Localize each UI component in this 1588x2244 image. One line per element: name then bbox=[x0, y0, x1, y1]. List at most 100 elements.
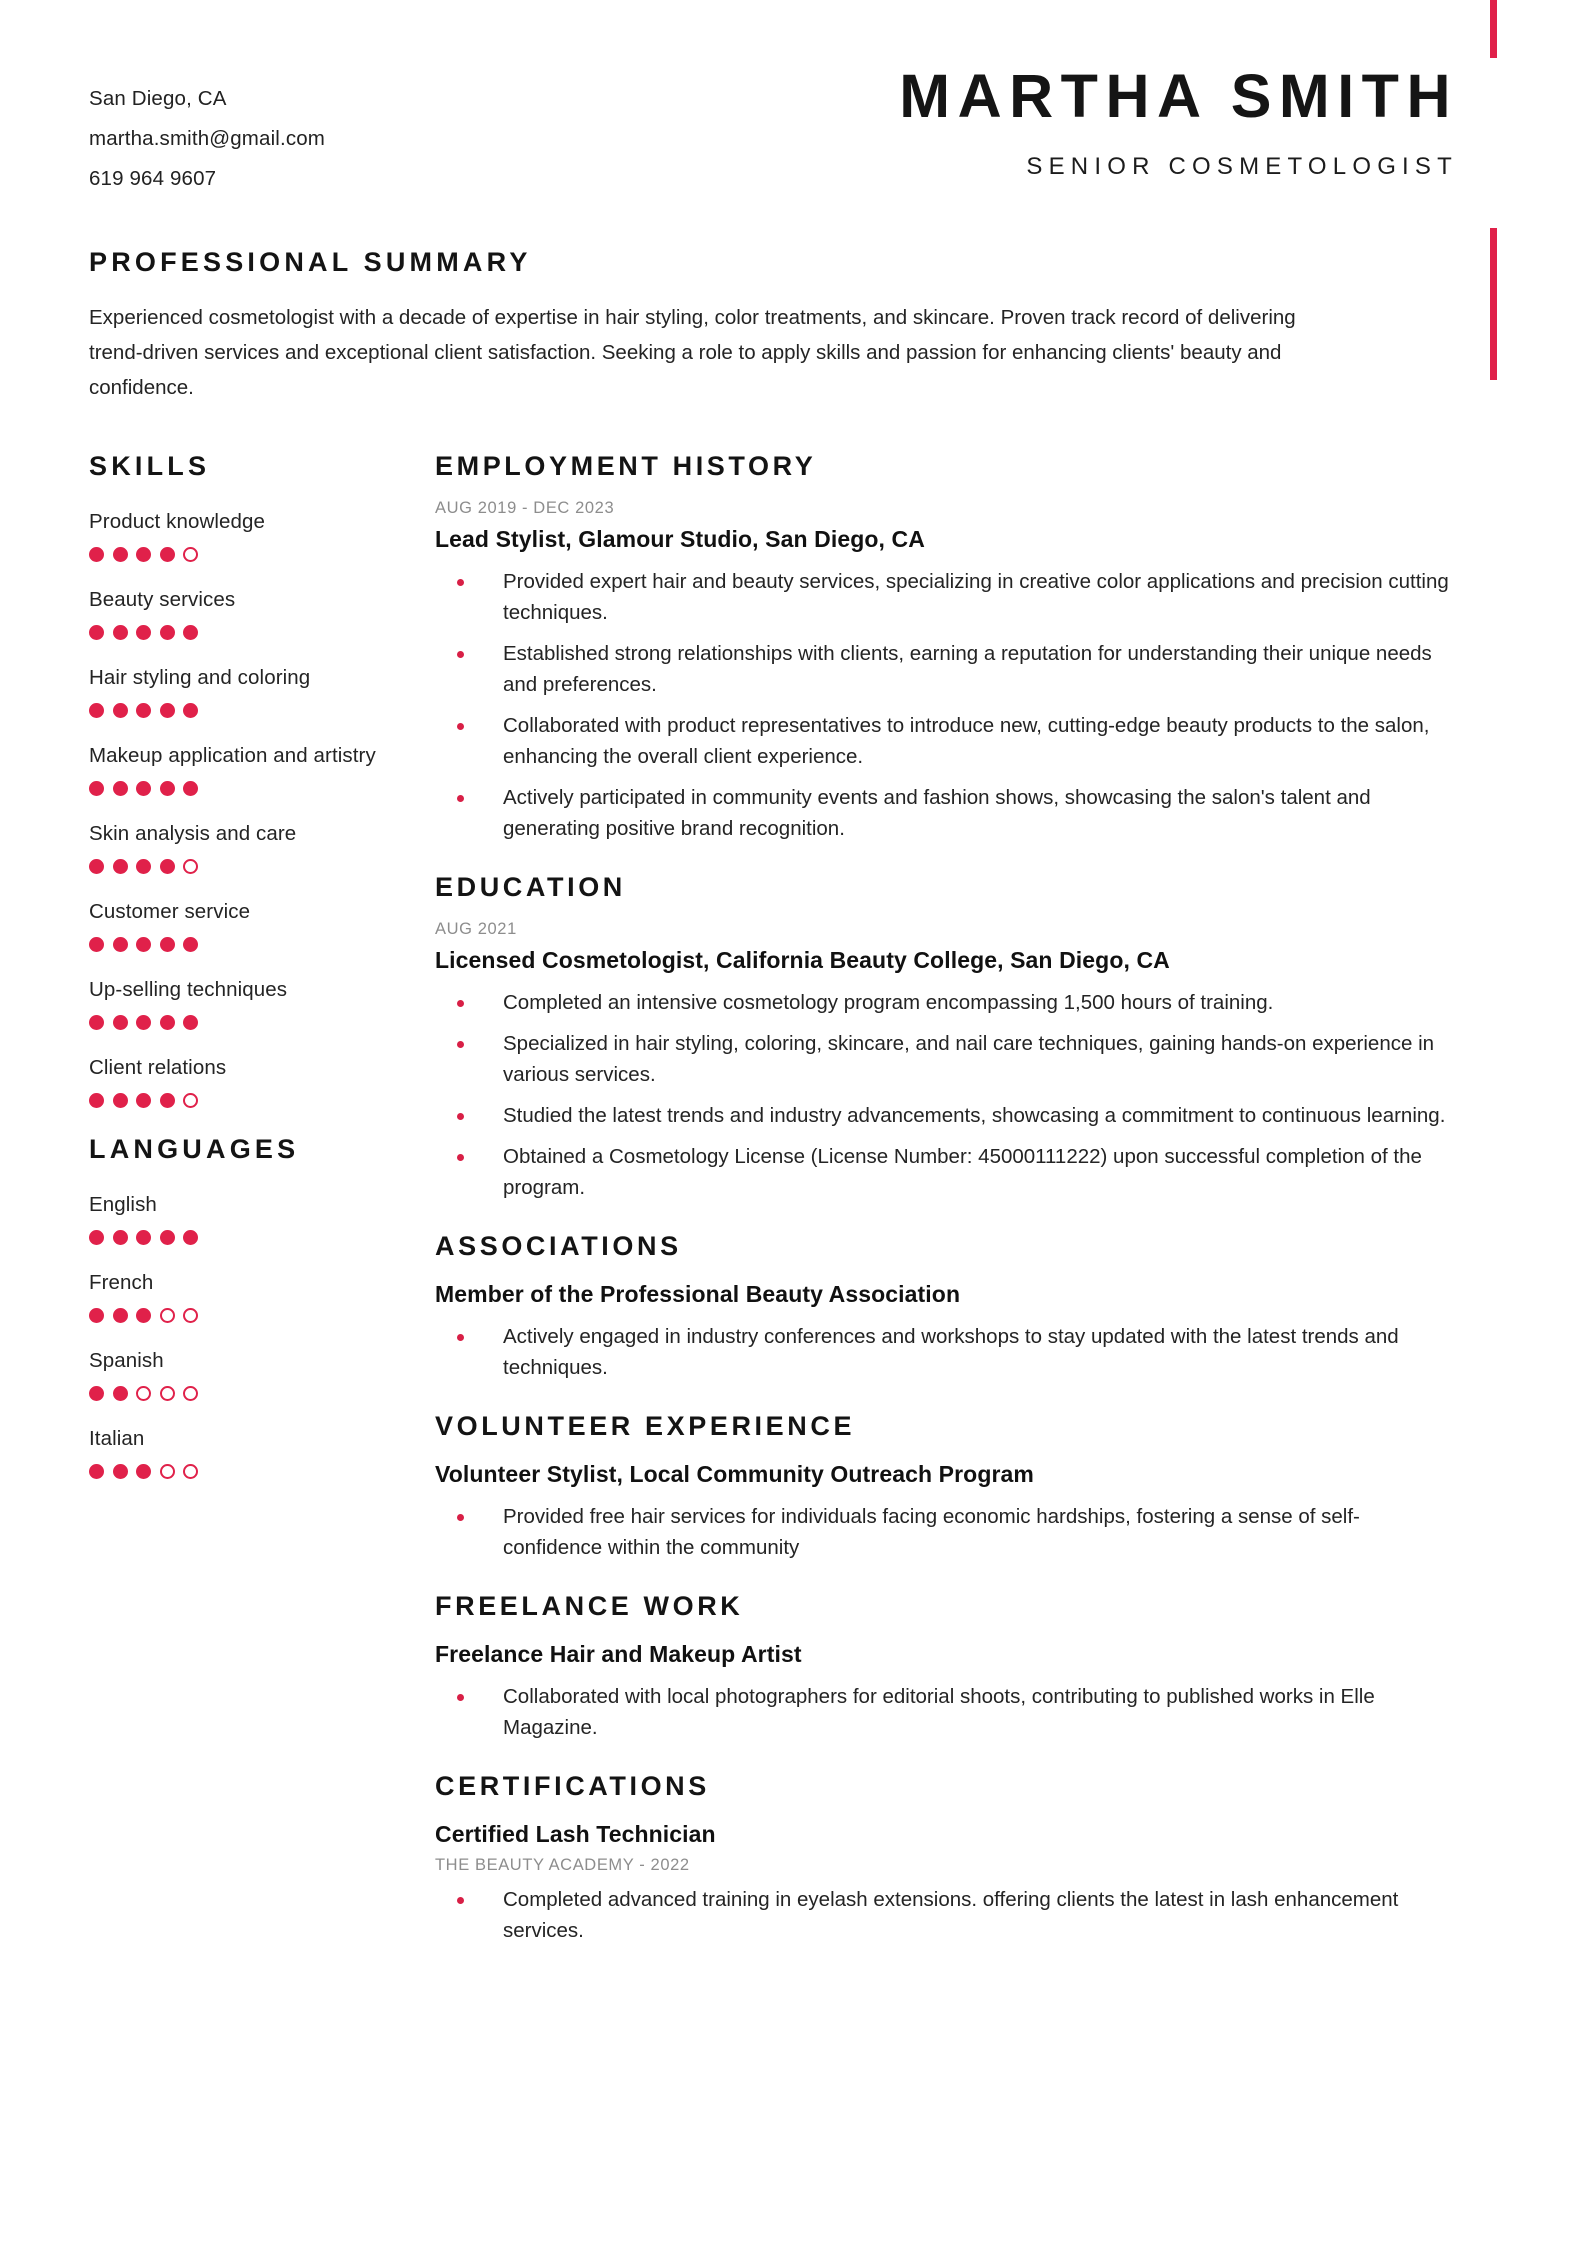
skills-section: SKILLS Product knowledge Beauty services H… bbox=[89, 451, 412, 1108]
candidate-name: MARTHA SMITH bbox=[899, 62, 1458, 130]
rating-dot-filled-icon bbox=[89, 547, 104, 562]
language-item: French bbox=[89, 1269, 412, 1323]
rating-dot-filled-icon bbox=[112, 859, 128, 874]
certification-entry-subtitle: THE BEAUTY ACADEMY - 2022 bbox=[435, 1856, 690, 1875]
contact-email[interactable]: martha.smith@gmail.com bbox=[89, 127, 325, 150]
education-bullet-item: Specialized in hair styling, coloring, s… bbox=[435, 1028, 1458, 1090]
education-entry: AUG 2021 Licensed Cosmetologist, Californ… bbox=[435, 920, 1458, 1203]
contact-phone[interactable]: 619 964 9607 bbox=[89, 167, 217, 190]
employment-entry-heading: Lead Stylist, Glamour Studio, San Diego,… bbox=[435, 526, 925, 552]
rating-dot-filled-icon bbox=[159, 1015, 175, 1030]
rating-dot-filled-icon bbox=[183, 625, 198, 640]
left-column: SKILLS Product knowledge Beauty services H… bbox=[89, 451, 412, 1503]
employment-bullet-item: Provided expert hair and beauty services… bbox=[435, 566, 1458, 628]
contact-block: San Diego, CA martha.smith@gmail.com 619… bbox=[89, 66, 519, 199]
skill-item: Product knowledge bbox=[89, 508, 412, 562]
rating-dot-filled-icon bbox=[112, 1015, 128, 1030]
skill-rating-dots bbox=[89, 547, 412, 562]
volunteer-title: VOLUNTEER EXPERIENCE bbox=[435, 1411, 856, 1442]
volunteer-bullet-item: Provided free hair services for individu… bbox=[435, 1501, 1458, 1563]
rating-dot-filled-icon bbox=[136, 547, 151, 562]
language-label: English bbox=[89, 1193, 157, 1216]
rating-dot-filled-icon bbox=[112, 937, 128, 952]
languages-section: LANGUAGES English French Spanish Italian bbox=[89, 1134, 412, 1479]
rating-dot-filled-icon bbox=[112, 1093, 128, 1108]
association-bullet-list: Actively engaged in industry conferences… bbox=[435, 1321, 1458, 1383]
rating-dot-filled-icon bbox=[136, 1464, 151, 1479]
skills-list: Product knowledge Beauty services Hair sty… bbox=[89, 508, 412, 1108]
rating-dot-filled-icon bbox=[112, 625, 128, 640]
languages-title: LANGUAGES bbox=[89, 1134, 300, 1164]
body-columns: SKILLS Product knowledge Beauty services H… bbox=[0, 405, 1588, 1974]
freelance-section: FREELANCE WORK Freelance Hair and Makeup… bbox=[435, 1591, 1458, 1743]
accent-bar-second bbox=[1490, 228, 1497, 380]
rating-dot-filled-icon bbox=[89, 1230, 104, 1245]
skill-rating-dots bbox=[89, 1093, 412, 1108]
rating-dot-filled-icon bbox=[159, 1230, 175, 1245]
rating-dot-filled-icon bbox=[136, 1015, 151, 1030]
skill-item: Client relations bbox=[89, 1054, 412, 1108]
skill-rating-dots bbox=[89, 937, 412, 952]
rating-dot-filled-icon bbox=[89, 781, 104, 796]
rating-dot-filled-icon bbox=[112, 1230, 128, 1245]
education-bullet-item: Obtained a Cosmetology License (License … bbox=[435, 1141, 1458, 1203]
skill-item: Up-selling techniques bbox=[89, 976, 412, 1030]
rating-dot-empty-icon bbox=[183, 859, 198, 874]
education-bullet-list: Completed an intensive cosmetology progr… bbox=[435, 987, 1458, 1203]
skill-item: Customer service bbox=[89, 898, 412, 952]
resume-header: San Diego, CA martha.smith@gmail.com 619… bbox=[0, 0, 1588, 199]
employment-section: EMPLOYMENT HISTORY AUG 2019 - DEC 2023 Le… bbox=[435, 451, 1458, 844]
skill-item: Makeup application and artistry bbox=[89, 742, 412, 796]
rating-dot-filled-icon bbox=[136, 1230, 151, 1245]
education-entry-heading: Licensed Cosmetologist, California Beaut… bbox=[435, 947, 1170, 974]
rating-dot-filled-icon bbox=[159, 703, 175, 718]
professional-summary-text: Experienced cosmetologist with a decade … bbox=[89, 306, 1296, 399]
skill-label: Product knowledge bbox=[89, 510, 266, 533]
rating-dot-filled-icon bbox=[112, 1386, 128, 1401]
association-bullet-item: Actively engaged in industry conferences… bbox=[435, 1321, 1458, 1383]
rating-dot-filled-icon bbox=[89, 1015, 104, 1030]
rating-dot-filled-icon bbox=[159, 625, 175, 640]
professional-summary-section: PROFESSIONAL SUMMARY Experienced cosmeto… bbox=[0, 247, 1588, 405]
contact-location: San Diego, CA bbox=[89, 87, 227, 110]
employment-bullet-item: Collaborated with product representative… bbox=[435, 710, 1458, 772]
rating-dot-filled-icon bbox=[89, 1308, 104, 1323]
rating-dot-filled-icon bbox=[112, 781, 128, 796]
education-entry-date: AUG 2021 bbox=[435, 920, 517, 939]
skill-label: Skin analysis and care bbox=[89, 822, 297, 845]
skills-title: SKILLS bbox=[89, 451, 211, 481]
certification-bullet-item: Completed advanced training in eyelash e… bbox=[435, 1884, 1458, 1946]
employment-title: EMPLOYMENT HISTORY bbox=[435, 451, 817, 481]
rating-dot-filled-icon bbox=[89, 1386, 104, 1401]
education-title: EDUCATION bbox=[435, 872, 626, 903]
associations-section: ASSOCIATIONS Member of the Professional … bbox=[435, 1231, 1458, 1383]
rating-dot-filled-icon bbox=[136, 1093, 151, 1108]
rating-dot-empty-icon bbox=[183, 547, 198, 562]
association-entry: Member of the Professional Beauty Associ… bbox=[435, 1279, 1458, 1383]
language-label: Italian bbox=[89, 1427, 145, 1450]
association-entry-heading: Member of the Professional Beauty Associ… bbox=[435, 1281, 961, 1308]
rating-dot-filled-icon bbox=[136, 1308, 151, 1323]
freelance-bullet-item: Collaborated with local photographers fo… bbox=[435, 1681, 1458, 1743]
rating-dot-empty-icon bbox=[136, 1386, 151, 1401]
rating-dot-filled-icon bbox=[159, 547, 175, 562]
rating-dot-filled-icon bbox=[89, 937, 104, 952]
language-rating-dots bbox=[89, 1386, 412, 1401]
rating-dot-empty-icon bbox=[159, 1386, 175, 1401]
identity-block: MARTHA SMITH SENIOR COSMETOLOGIST bbox=[519, 66, 1458, 181]
employment-entry: AUG 2019 - DEC 2023 Lead Stylist, Glamour… bbox=[435, 499, 1458, 844]
rating-dot-filled-icon bbox=[183, 1230, 198, 1245]
skill-item: Beauty services bbox=[89, 586, 412, 640]
skill-rating-dots bbox=[89, 703, 412, 718]
education-entries: AUG 2021 Licensed Cosmetologist, Californ… bbox=[435, 920, 1458, 1203]
skill-rating-dots bbox=[89, 1015, 412, 1030]
volunteer-entries: Volunteer Stylist, Local Community Outre… bbox=[435, 1459, 1458, 1563]
language-label: French bbox=[89, 1271, 154, 1294]
rating-dot-filled-icon bbox=[89, 625, 104, 640]
skill-item: Hair styling and coloring bbox=[89, 664, 412, 718]
rating-dot-empty-icon bbox=[183, 1308, 198, 1323]
rating-dot-filled-icon bbox=[89, 1464, 104, 1479]
rating-dot-filled-icon bbox=[112, 703, 128, 718]
skill-rating-dots bbox=[89, 625, 412, 640]
